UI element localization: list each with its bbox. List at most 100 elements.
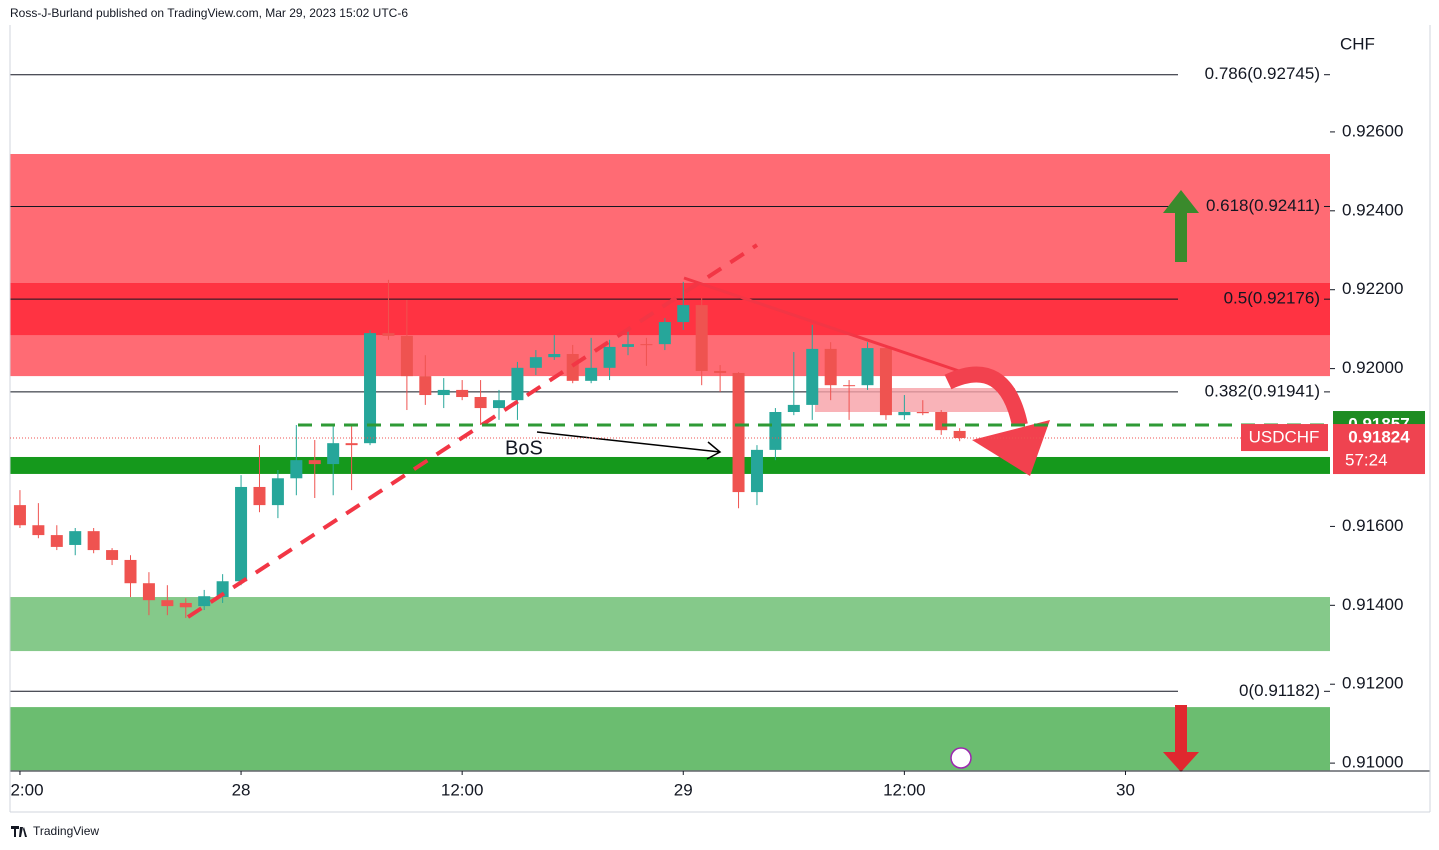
header-text: Ross-J-Burland published on TradingView.… [10,6,408,20]
candle-body [566,354,579,381]
candle-body [87,531,100,551]
candle-body [142,583,155,601]
bos-arrow-head [706,441,722,460]
event-icon[interactable] [950,747,972,769]
candle-body [750,449,763,493]
y-tick-label: 0.91200 [1342,674,1403,693]
fib-levels: 0.786(0.92745) 0.618(0.92411) 0.5(0.92176)… [10,64,1330,700]
bos-arrow [536,431,721,453]
y-tick-label: 0.92000 [1342,358,1403,377]
candle-body [106,550,119,560]
candle-body [419,376,432,396]
candle-body [843,385,856,387]
candle-body [456,389,469,398]
candle-body [493,400,506,409]
axis-unit: CHF [1340,34,1375,53]
zone [10,456,1330,474]
candle-body [345,443,358,446]
candle-body [677,305,690,323]
curved-arrow [944,366,1028,427]
drawings: BoS [186,190,1199,772]
candle-body [548,354,561,358]
y-tick-label: 0.91400 [1342,595,1403,614]
y-tick-label: 0.91600 [1342,516,1403,535]
supply-box [815,388,1015,412]
y-tick-label: 0.92200 [1342,279,1403,298]
candle-body [32,525,45,536]
fib-level-label: 0.786(0.92745) [1205,64,1320,83]
trendline-up [186,243,759,619]
fib-level-label: 0(0.91182) [1239,681,1320,700]
candle-body [658,322,671,345]
candle-body [953,430,966,439]
candle-body [235,486,248,582]
up-arrow-head [1163,190,1199,213]
footer: TradingView [11,824,99,838]
candle-body [916,412,929,414]
candle-body [161,600,174,607]
candle-body [585,367,598,381]
candle-body [787,404,800,413]
frame [9,25,1431,813]
candle-body [898,412,911,416]
candle-body [824,348,837,386]
candle-body [621,344,634,347]
candle-body [124,559,137,584]
x-tick-label: 2:00 [10,780,43,799]
y-tick-label: 0.92400 [1342,200,1403,219]
zones [10,154,1330,771]
symbol-box [1241,424,1328,452]
candle-body [382,333,395,336]
down-arrow-head [1163,752,1199,772]
zone [10,707,1330,771]
footer-brand: TradingView [33,824,99,838]
candle-body [216,581,229,598]
candle-body [271,478,284,506]
trendline-down [683,276,963,374]
x-tick-label: 30 [1116,780,1135,799]
candle-body [806,348,819,405]
candle-body [732,372,745,493]
curved-arrow-head [972,420,1050,476]
y-tick-label: 0.91000 [1342,753,1403,772]
candle-body [327,443,340,465]
x-tick-label: 12:00 [883,780,926,799]
annotation: BoS [505,437,543,459]
candle-body [50,535,63,547]
candle-body [861,348,874,386]
x-tick-label: 12:00 [441,780,484,799]
candle-body [437,389,450,396]
up-arrow-shaft [1175,212,1187,262]
candle-body [198,596,211,607]
candles [13,279,966,618]
candle-body [511,367,524,401]
candle-body [400,335,413,377]
candle-body [474,397,487,409]
candle-body [695,305,708,371]
candle-body [69,531,82,545]
candle-body [529,357,542,368]
x-tick-label: 29 [674,780,693,799]
candle-body [290,460,303,479]
candle-body [640,344,653,346]
last-price-box [1333,424,1425,475]
candle-body [364,333,377,444]
zone [10,597,1330,652]
candle-body [935,412,948,431]
x-tick-label: 28 [232,780,251,799]
fib-level-label: 0.5(0.92176) [1224,289,1320,308]
candle-body [714,370,727,373]
candle-body [603,346,616,368]
fib-level-label: 0.618(0.92411) [1206,196,1320,215]
footer-logo [11,826,27,837]
symbol-label: USDCHF [1249,428,1320,447]
candle-body [179,602,192,608]
y-tick-label: 0.92600 [1342,121,1403,140]
countdown-label: 57:24 [1345,451,1388,470]
candle-body [308,460,321,465]
fib-level-label: 0.382(0.91941) [1205,381,1320,400]
candle-body [13,505,26,526]
candle-body [253,486,266,506]
down-arrow-shaft [1175,705,1187,753]
